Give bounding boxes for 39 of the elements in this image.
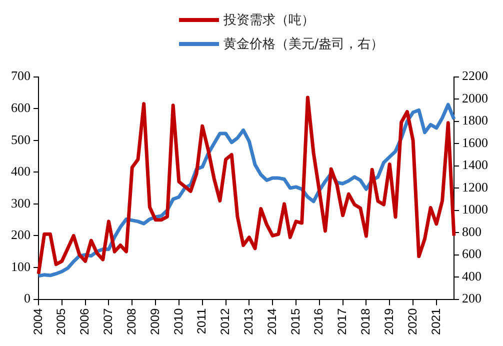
y2-tick-label: 400 — [462, 268, 482, 284]
y-tick-label: 500 — [11, 132, 30, 147]
y2-tick-label: 600 — [462, 246, 482, 262]
legend-label: 投资需求（吨） — [223, 12, 314, 29]
y2-tick-label: 1600 — [462, 134, 488, 150]
x-tick-label: 2019 — [382, 308, 396, 336]
x-tick-label: 2004 — [30, 308, 45, 336]
x-tick-label: 2014 — [264, 308, 279, 336]
legend-label: 黄金价格（美元/盎司，右） — [223, 36, 384, 53]
y2-tick-label: 1800 — [462, 112, 488, 128]
x-tick-label: 2021 — [428, 308, 443, 336]
x-tick-label: 2011 — [194, 308, 209, 334]
y-tick-label: 700 — [11, 68, 30, 84]
y2-tick-label: 1200 — [462, 179, 488, 194]
x-tick-label: 2016 — [312, 308, 326, 336]
x-tick-label: 2006 — [78, 308, 92, 336]
x-tick-label: 2008 — [124, 308, 138, 336]
y2-tick-label: 1000 — [462, 202, 488, 217]
y2-tick-label: 2000 — [462, 90, 488, 106]
x-tick-label: 2012 — [218, 308, 232, 336]
y-tick-label: 0 — [24, 290, 30, 306]
x-tick-label: 2020 — [405, 308, 420, 336]
y2-tick-label: 2200 — [462, 68, 488, 84]
x-tick-label: 2017 — [335, 308, 350, 336]
x-tick-label: 2009 — [148, 308, 162, 336]
x-tick-label: 2015 — [288, 308, 302, 336]
y-tick-label: 200 — [11, 227, 30, 242]
y2-tick-label: 800 — [462, 224, 482, 239]
y-tick-label: 100 — [11, 258, 30, 274]
x-tick-label: 2018 — [358, 308, 373, 336]
y-tick-label: 400 — [11, 164, 30, 179]
y-tick-label: 600 — [11, 100, 30, 116]
x-tick-label: 2013 — [241, 308, 256, 336]
x-tick-label: 2010 — [171, 308, 186, 336]
y-tick-label: 300 — [11, 195, 30, 210]
x-tick-label: 2007 — [101, 308, 116, 336]
y2-tick-label: 1400 — [462, 157, 488, 172]
y2-tick-label: 200 — [462, 290, 482, 306]
x-tick-label: 2005 — [54, 308, 68, 336]
